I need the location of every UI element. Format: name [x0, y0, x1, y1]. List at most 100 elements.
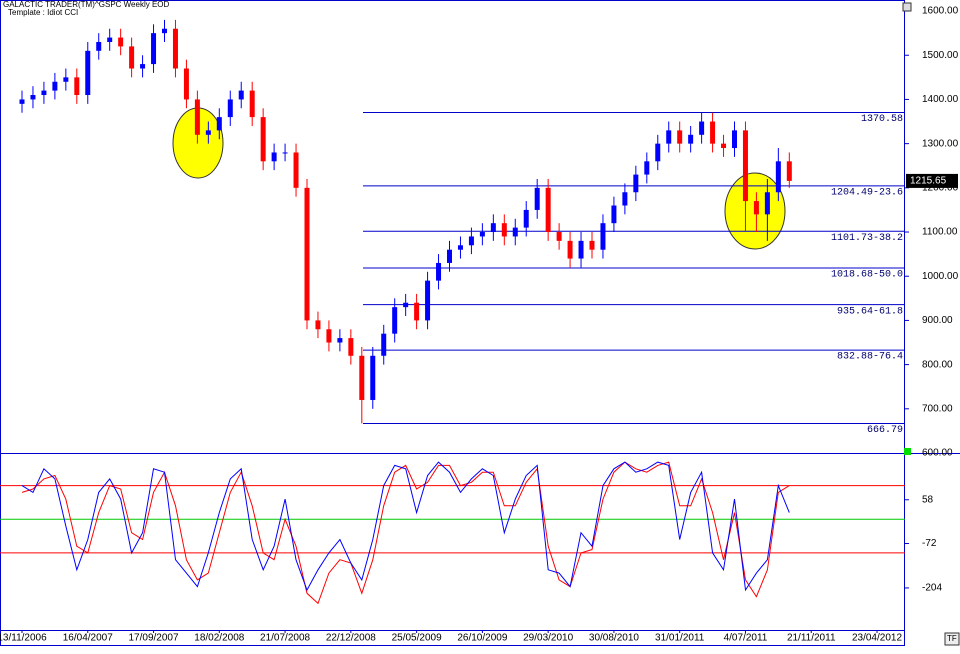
candle-body — [578, 240, 584, 259]
candle-body — [238, 90, 244, 100]
candle-body — [732, 130, 737, 149]
candle-body — [721, 143, 727, 149]
candle-body — [370, 355, 376, 400]
fib-label: 1018.68-50.0 — [831, 270, 903, 281]
x-tick-label: 18/02/2008 — [194, 633, 244, 644]
candle-body — [611, 205, 617, 224]
candle-body — [666, 130, 672, 144]
last-price-box — [906, 173, 958, 188]
y-tick-label: 600.00 — [922, 448, 953, 459]
candle-body — [74, 77, 80, 96]
y-tick-label: 1400.00 — [922, 94, 959, 105]
x-tick-label: 22/12/2008 — [326, 633, 376, 644]
x-tick-label: 26/10/2009 — [457, 633, 507, 644]
candle-body — [359, 355, 365, 400]
candle-body — [216, 117, 222, 131]
y-tick-label: 700.00 — [922, 403, 953, 414]
candle-body — [457, 245, 463, 250]
candle-body — [337, 338, 343, 343]
cci-line — [21, 461, 790, 605]
candle-body — [162, 28, 167, 34]
x-tick-label: 4/07/2011 — [724, 633, 768, 644]
y-tick-label: 1200.00 — [922, 182, 959, 193]
candle-body — [52, 81, 58, 91]
candle-body — [534, 187, 540, 210]
candle-body — [293, 152, 299, 188]
candle-body — [468, 236, 474, 246]
candle-body — [764, 192, 770, 215]
candle-body — [140, 64, 146, 69]
x-tick-label: 23/04/2012 — [852, 633, 902, 644]
tf-button[interactable] — [944, 632, 960, 646]
candle-body — [556, 232, 562, 241]
y-tick-label: 1500.00 — [922, 50, 959, 61]
candle-body — [600, 223, 606, 250]
x-tick-label: 16/04/2007 — [63, 633, 113, 644]
candle-body — [96, 41, 102, 51]
candle-body — [501, 223, 507, 237]
x-tick-label: 21/11/2011 — [787, 633, 836, 644]
candle-body — [710, 121, 716, 144]
candle-body — [194, 99, 200, 135]
candle-body — [183, 68, 189, 100]
fib-label: 1101.73-38.2 — [831, 233, 903, 244]
frame — [0, 0, 905, 646]
y-tick-label: 800.00 — [922, 359, 953, 370]
candle-body — [742, 130, 748, 202]
candle-body — [249, 90, 255, 118]
candle-body — [172, 28, 178, 69]
candle-body — [85, 50, 91, 96]
candle-body — [403, 302, 409, 308]
panel-handle[interactable] — [904, 448, 911, 455]
candle-body — [271, 152, 277, 162]
candle-body — [688, 134, 694, 144]
x-tick-label: 29/03/2010 — [523, 633, 573, 644]
candle-body — [41, 90, 47, 96]
candle-body — [129, 46, 135, 69]
candle-body — [644, 161, 650, 175]
y-tick-label: 1600.00 — [922, 6, 959, 17]
template: Template : Idiot CCI — [8, 8, 78, 17]
candle-body — [381, 333, 387, 356]
fib-label: 1204.49-23.6 — [831, 187, 903, 198]
y-tick-label: 1300.00 — [922, 138, 959, 149]
fib-label: 832.88-76.4 — [837, 352, 903, 363]
y-tick-label: 1100.00 — [922, 227, 958, 238]
candle-body — [414, 302, 420, 321]
y-tick-label: 58 — [922, 494, 934, 505]
candle-body — [479, 232, 485, 237]
candle-body — [775, 161, 781, 193]
candle-body — [523, 209, 529, 228]
candle-body — [107, 37, 113, 42]
candle-body — [436, 262, 442, 281]
candle-body — [633, 174, 639, 193]
y-tick-label: -204 — [922, 583, 942, 594]
tf-label[interactable]: TF — [947, 634, 957, 643]
candle-body — [19, 99, 25, 104]
candle-body — [545, 187, 551, 233]
candle-body — [205, 130, 211, 135]
candle-body — [392, 307, 398, 334]
fib-label: 1370.58 — [861, 114, 903, 125]
corner-button[interactable] — [902, 2, 912, 12]
candle-body — [512, 227, 518, 237]
candle-body — [447, 249, 452, 263]
candle-body — [655, 143, 661, 162]
app-title: GALACTIC TRADER(TM) — [3, 0, 95, 9]
candle-body — [227, 99, 233, 118]
candle-body — [151, 33, 157, 65]
x-tick-label: 31/01/2011 — [655, 633, 705, 644]
candle-body — [753, 201, 759, 215]
cci-line — [21, 461, 790, 592]
last-price-label: 1215.65 — [910, 176, 947, 187]
x-tick-label: 13/11/2006 — [0, 633, 47, 644]
candle-body — [315, 320, 321, 330]
candle-body — [118, 37, 124, 47]
x-tick-label: 21/07/2008 — [260, 633, 310, 644]
fib-label: 935.64-61.8 — [837, 306, 903, 317]
fib-label: 666.79 — [867, 425, 903, 436]
x-tick-label: 30/08/2010 — [589, 633, 639, 644]
candle-body — [786, 161, 792, 181]
